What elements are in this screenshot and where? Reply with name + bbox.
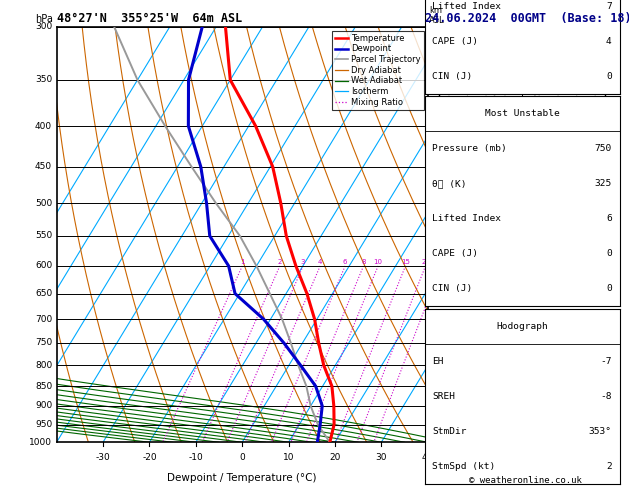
Text: 900: 900 — [35, 401, 52, 410]
Text: CAPE (J): CAPE (J) — [432, 249, 479, 258]
Text: Lifted Index: Lifted Index — [432, 2, 501, 11]
Text: 4: 4 — [318, 259, 323, 265]
Text: 750: 750 — [35, 338, 52, 347]
Text: 10: 10 — [374, 259, 382, 265]
Text: LCL: LCL — [429, 437, 444, 446]
Text: 850: 850 — [35, 382, 52, 391]
Text: StmSpd (kt): StmSpd (kt) — [432, 462, 496, 470]
Text: Dewpoint / Temperature (°C): Dewpoint / Temperature (°C) — [167, 473, 317, 484]
Text: Lifted Index: Lifted Index — [432, 214, 501, 223]
Text: Hodograph: Hodograph — [496, 322, 548, 330]
Text: 600: 600 — [35, 261, 52, 270]
Text: -10: -10 — [429, 160, 442, 169]
Text: © weatheronline.co.uk: © weatheronline.co.uk — [469, 475, 582, 485]
Text: 6: 6 — [343, 259, 347, 265]
Text: 700: 700 — [35, 314, 52, 324]
Text: 1000: 1000 — [29, 438, 52, 447]
Text: 25: 25 — [437, 259, 446, 265]
Text: -10: -10 — [189, 452, 203, 462]
Text: 4: 4 — [606, 37, 612, 46]
Text: 325: 325 — [594, 179, 612, 188]
Text: -4: -4 — [429, 343, 437, 352]
Text: CIN (J): CIN (J) — [432, 284, 472, 293]
Text: 8: 8 — [361, 259, 365, 265]
Text: 0: 0 — [239, 452, 245, 462]
Text: StmDir: StmDir — [432, 427, 467, 435]
Text: CIN (J): CIN (J) — [432, 72, 472, 81]
Text: -7: -7 — [600, 357, 612, 365]
Text: -30: -30 — [96, 452, 110, 462]
Text: 7: 7 — [606, 2, 612, 11]
Text: 0: 0 — [606, 72, 612, 81]
Text: kt: kt — [442, 25, 450, 34]
Text: Pressure (mb): Pressure (mb) — [432, 144, 507, 153]
Text: -20: -20 — [142, 452, 157, 462]
Text: -2: -2 — [429, 386, 437, 396]
Text: 450: 450 — [35, 162, 52, 171]
Text: 20: 20 — [329, 452, 341, 462]
Text: 48°27'N  355°25'W  64m ASL: 48°27'N 355°25'W 64m ASL — [57, 12, 242, 25]
Text: 350: 350 — [35, 75, 52, 85]
Legend: Temperature, Dewpoint, Parcel Trajectory, Dry Adiabat, Wet Adiabat, Isotherm, Mi: Temperature, Dewpoint, Parcel Trajectory… — [332, 31, 423, 110]
Text: 6: 6 — [606, 214, 612, 223]
Text: θᴇ (K): θᴇ (K) — [432, 179, 467, 188]
Text: -8: -8 — [429, 233, 437, 243]
Text: 2: 2 — [277, 259, 282, 265]
Text: 550: 550 — [35, 231, 52, 241]
Text: -12: -12 — [429, 68, 442, 76]
Text: Mixing Ratio (g/kg): Mixing Ratio (g/kg) — [460, 191, 469, 278]
Text: 950: 950 — [35, 420, 52, 429]
Text: EH: EH — [432, 357, 444, 365]
Text: 353°: 353° — [589, 427, 612, 435]
Text: 20: 20 — [421, 259, 430, 265]
Text: 500: 500 — [35, 199, 52, 208]
Text: 40: 40 — [422, 452, 433, 462]
Text: 30: 30 — [376, 452, 387, 462]
Text: 400: 400 — [35, 122, 52, 131]
Text: 2: 2 — [606, 462, 612, 470]
Text: 750: 750 — [594, 144, 612, 153]
Text: SREH: SREH — [432, 392, 455, 400]
Text: 10: 10 — [283, 452, 294, 462]
Text: 0: 0 — [606, 284, 612, 293]
Text: 1: 1 — [240, 259, 245, 265]
Text: 0: 0 — [606, 249, 612, 258]
Text: Most Unstable: Most Unstable — [485, 109, 559, 118]
Text: 24.06.2024  00GMT  (Base: 18): 24.06.2024 00GMT (Base: 18) — [425, 12, 629, 25]
Text: -8: -8 — [600, 392, 612, 400]
Text: 15: 15 — [401, 259, 410, 265]
Text: CAPE (J): CAPE (J) — [432, 37, 479, 46]
Text: 300: 300 — [35, 22, 52, 31]
Text: 800: 800 — [35, 361, 52, 370]
Text: 650: 650 — [35, 289, 52, 298]
Text: km
ASL: km ASL — [429, 6, 445, 25]
Text: -6: -6 — [429, 293, 437, 302]
Text: 3: 3 — [301, 259, 305, 265]
Text: hPa: hPa — [36, 14, 53, 24]
